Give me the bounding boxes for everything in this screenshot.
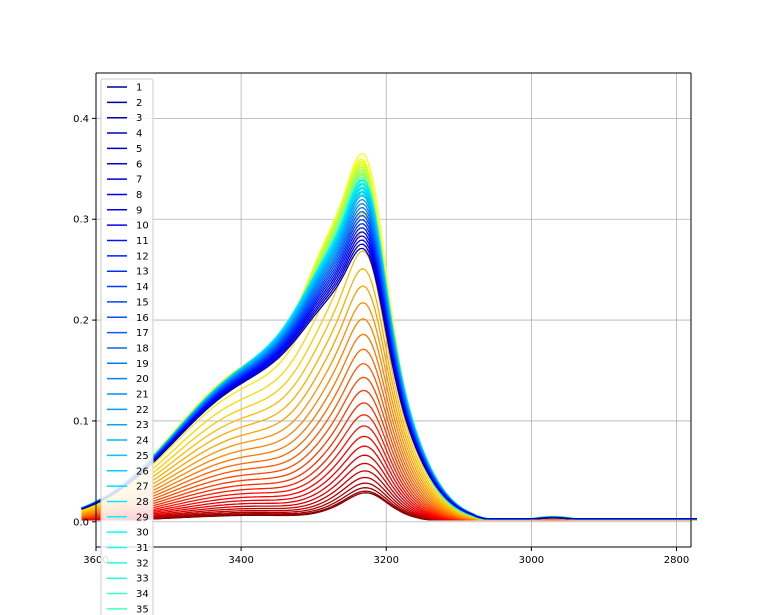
legend-label-19: 19 — [136, 359, 149, 370]
series-line-63 — [81, 243, 697, 520]
x-tick-label-4: 2800 — [664, 555, 689, 566]
legend-label-22: 22 — [136, 405, 149, 416]
legend-label-26: 26 — [136, 466, 149, 477]
legend-label-12: 12 — [136, 251, 149, 262]
legend-label-16: 16 — [136, 313, 149, 324]
legend-label-23: 23 — [136, 420, 149, 431]
axes — [92, 72, 692, 551]
legend-label-8: 8 — [136, 190, 142, 201]
tick-labels: 3600 3400 3200 3000 2800 0.0 0.1 0.2 0.3 0.4 — [73, 114, 689, 566]
legend-box — [100, 78, 154, 615]
legend-label-7: 7 — [136, 175, 142, 186]
legend-label-14: 14 — [136, 282, 149, 293]
x-tick-label-2: 3200 — [374, 555, 399, 566]
legend-label-33: 33 — [136, 574, 149, 585]
legend-label-2: 2 — [136, 98, 142, 109]
x-tick-label-1: 3400 — [228, 555, 253, 566]
legend-label-34: 34 — [136, 589, 149, 600]
y-tick-label-4: 0.4 — [73, 114, 89, 125]
legend-label-9: 9 — [136, 205, 142, 216]
legend-label-32: 32 — [136, 558, 149, 569]
legend-label-6: 6 — [136, 159, 142, 170]
x-tick-label-3: 3000 — [519, 555, 544, 566]
series-line-53 — [81, 202, 697, 520]
legend-label-3: 3 — [136, 113, 142, 124]
x-tick-label-0: 3600 — [83, 555, 108, 566]
series-line-64 — [81, 247, 697, 520]
legend-label-10: 10 — [136, 221, 149, 232]
y-tick-label-3: 0.3 — [73, 215, 89, 226]
legend-label-15: 15 — [136, 297, 149, 308]
legend-label-18: 18 — [136, 343, 149, 354]
legend-label-20: 20 — [136, 374, 149, 385]
legend: 1234567891011121314151617181920212223242… — [100, 78, 154, 615]
legend-label-30: 30 — [136, 528, 149, 539]
legend-label-21: 21 — [136, 390, 149, 401]
legend-label-4: 4 — [136, 129, 142, 140]
y-tick-label-1: 0.1 — [73, 416, 89, 427]
legend-label-25: 25 — [136, 451, 149, 462]
legend-label-31: 31 — [136, 543, 149, 554]
legend-label-28: 28 — [136, 497, 149, 508]
legend-label-1: 1 — [136, 83, 142, 94]
legend-label-29: 29 — [136, 512, 149, 523]
legend-label-24: 24 — [136, 436, 149, 447]
y-tick-label-2: 0.2 — [73, 316, 89, 327]
legend-label-5: 5 — [136, 144, 142, 155]
legend-label-35: 35 — [136, 604, 149, 615]
grid — [95, 73, 691, 547]
legend-label-13: 13 — [136, 267, 149, 278]
legend-label-17: 17 — [136, 328, 149, 339]
y-tick-label-0: 0.0 — [73, 517, 89, 528]
series-lines — [81, 152, 697, 521]
legend-label-27: 27 — [136, 482, 149, 493]
legend-label-11: 11 — [136, 236, 149, 247]
